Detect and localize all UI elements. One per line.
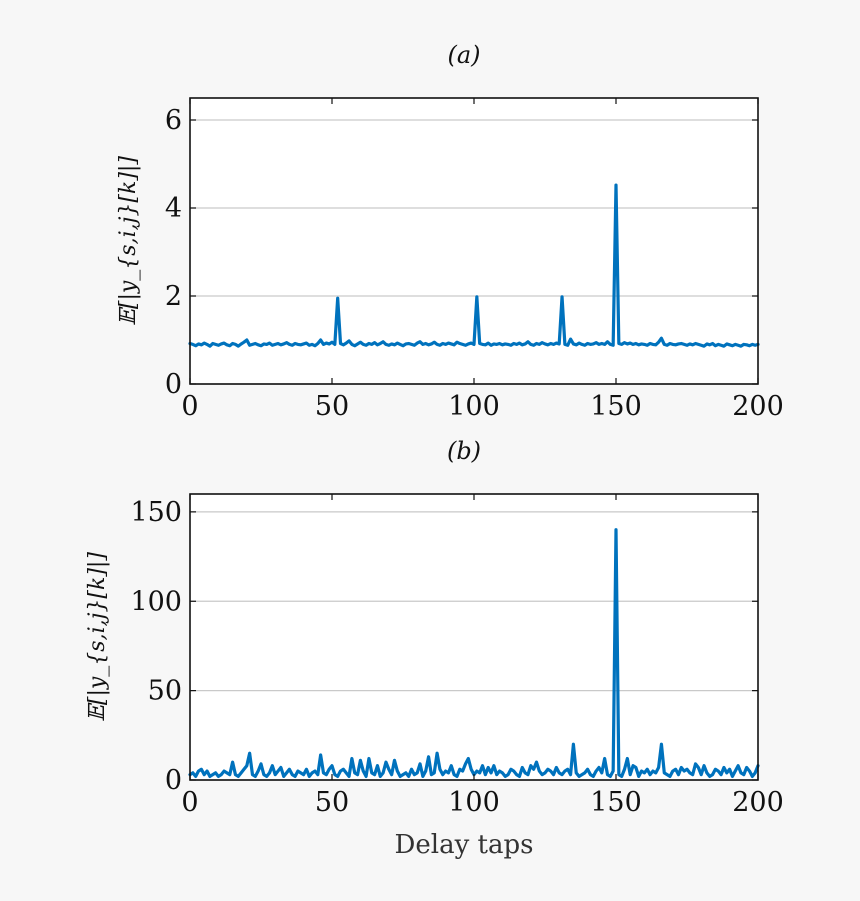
chart-a: 0 50 100 150 200 0 2 4 6 (a) 𝔼[|y_{s,i,j}[k]|] (116, 41, 784, 422)
y-tick-label-0: 0 (165, 765, 182, 796)
x-tick-label-4: 200 (732, 391, 784, 422)
x-tick-label-3: 150 (590, 787, 642, 818)
y-axis-label: 𝔼[|y_{s,i,j}[k]|] (85, 552, 110, 722)
y-tick-label-1: 50 (148, 676, 182, 707)
y-tick-label-2: 4 (165, 193, 182, 224)
y-tick-label-2: 100 (130, 586, 182, 617)
y-tick-label-0: 0 (165, 369, 182, 400)
y-axis-label: 𝔼[|y_{s,i,j}[k]|] (116, 156, 141, 326)
y-tick-label-3: 6 (165, 105, 182, 136)
panel-title: (b) (447, 437, 481, 465)
x-tick-label-0: 0 (181, 391, 198, 422)
x-tick-label-4: 200 (732, 787, 784, 818)
plot-area (190, 494, 758, 780)
x-tick-label-2: 100 (448, 391, 500, 422)
y-tick-label-3: 150 (130, 497, 182, 528)
x-tick-label-0: 0 (181, 787, 198, 818)
y-tick-label-1: 2 (165, 281, 182, 312)
x-tick-label-2: 100 (448, 787, 500, 818)
x-axis-label: Delay taps (395, 830, 534, 860)
panel-title: (a) (447, 41, 480, 69)
series-line-0 (188, 183, 760, 348)
x-tick-label-3: 150 (590, 391, 642, 422)
x-tick-label-1: 50 (315, 787, 349, 818)
x-tick-label-1: 50 (315, 391, 349, 422)
chart-b: 0 50 100 150 200 0 50 100 150 (b) 𝔼[|y_{s,i,j}[k]|… (85, 437, 784, 860)
